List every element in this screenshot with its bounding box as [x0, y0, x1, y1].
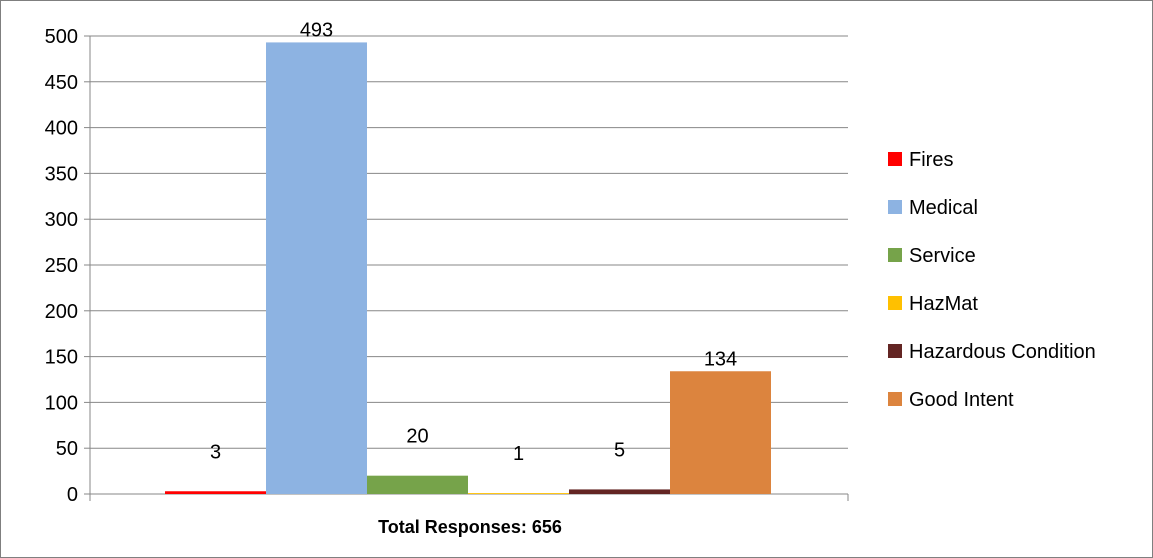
bar-hazardous-condition	[569, 489, 670, 494]
bars	[165, 42, 771, 495]
legend-swatch	[888, 296, 902, 310]
data-label-medical: 493	[300, 19, 333, 41]
legend: Fires Medical Service HazMat Hazardous Condi…	[888, 149, 1096, 411]
data-label-good-intent: 134	[704, 348, 737, 370]
y-tick-label: 150	[45, 347, 78, 369]
y-tick-label: 450	[45, 72, 78, 94]
y-tick-label: 400	[45, 118, 78, 140]
legend-label: Hazardous Condition	[909, 341, 1096, 363]
legend-swatch	[888, 200, 902, 214]
data-labels: 3 493 20 1 5 134	[210, 19, 737, 465]
legend-label: HazMat	[909, 293, 978, 315]
y-tick-label: 50	[56, 438, 78, 460]
legend-swatch	[888, 344, 902, 358]
y-axis: 0 50 100 150 200 250 300 350 400 450 500	[45, 26, 849, 506]
data-label-fires: 3	[210, 441, 221, 463]
data-label-hazardous-condition: 5	[614, 439, 625, 461]
y-tick-label: 0	[67, 484, 78, 506]
data-label-service: 20	[406, 426, 428, 448]
y-tick-label: 200	[45, 301, 78, 323]
y-tick-label: 350	[45, 163, 78, 185]
bar-hazmat	[468, 493, 569, 494]
legend-label: Good Intent	[909, 389, 1014, 411]
legend-swatch	[888, 152, 902, 166]
y-tick-label: 100	[45, 392, 78, 414]
legend-swatch	[888, 392, 902, 406]
legend-label: Medical	[909, 197, 978, 219]
bar-medical	[266, 42, 367, 495]
bar-good-intent	[670, 371, 771, 494]
legend-label: Fires	[909, 149, 953, 171]
data-label-hazmat: 1	[513, 443, 524, 465]
x-axis-title: Total Responses: 656	[378, 517, 562, 537]
bar-fires	[165, 491, 266, 494]
y-tick-label: 500	[45, 26, 78, 48]
legend-swatch	[888, 248, 902, 262]
bar-service	[367, 475, 468, 494]
legend-label: Service	[909, 245, 976, 267]
y-tick-label: 250	[45, 255, 78, 277]
y-tick-label: 300	[45, 209, 78, 231]
